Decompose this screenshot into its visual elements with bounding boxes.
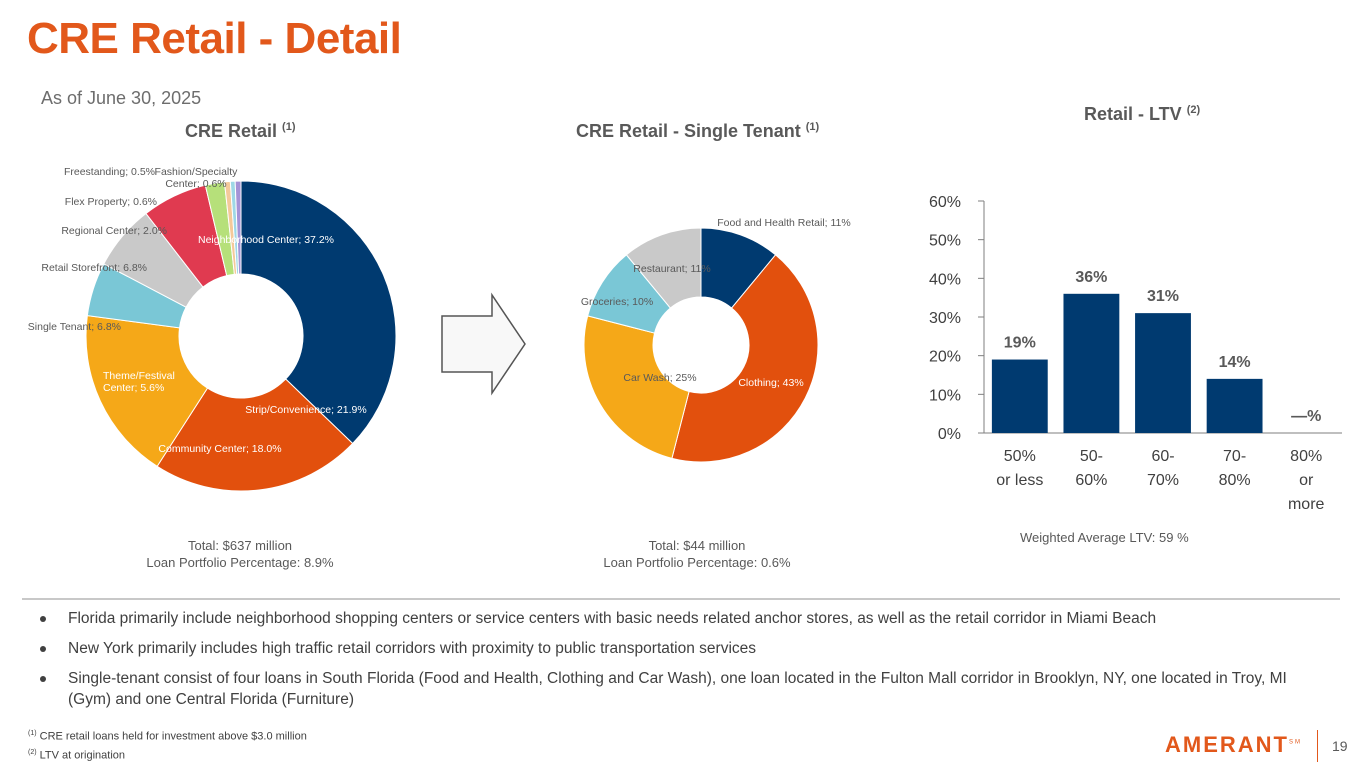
bullet-text: Single-tenant consist of four loans in S… [68,670,1287,708]
ltv-y-tick-label: 50% [929,233,961,250]
ltv-chart-title: Retail - LTV (2) [1084,104,1200,125]
ltv-x-category-label: 60-70% [1147,448,1179,489]
ltv-x-category-label: 70-80% [1219,448,1251,489]
cre-retail-totals: Total: $637 million Loan Portfolio Perce… [120,537,360,571]
ltv-x-category-label: 50-60% [1075,448,1107,489]
cre-retail-slice-label: Community Center; 18.0% [158,443,281,455]
cre-retail-slice-label: Neighborhood Center; 37.2% [198,234,334,246]
ltv-bar-data-label: 31% [1147,288,1179,305]
cre-retail-slice-label: Retail Storefront; 6.8% [41,262,147,274]
cre-retail-chart-title: CRE Retail (1) [185,121,296,142]
ltv-bar [1135,313,1191,433]
single-tenant-totals: Total: $44 million Loan Portfolio Percen… [577,537,817,571]
ltv-title-note: (2) [1186,104,1201,116]
section-divider [22,598,1340,600]
bullet-dot-icon [40,646,46,652]
single-tenant-slice-label: Car Wash; 25% [623,372,696,384]
ltv-bar-data-label: 14% [1219,354,1251,371]
single-tenant-slice [583,315,690,459]
single-tenant-donut-chart: Food and Health Retail; 11% Clothing; 43%… [581,217,851,463]
single-tenant-portfolio-pct: Loan Portfolio Percentage: 0.6% [603,555,791,570]
cre-retail-slice-label: Regional Center; 2.0% [61,225,167,237]
arrow-icon [441,292,526,396]
page-number: 19 [1332,738,1348,754]
ltv-y-tick-label: 60% [929,194,961,211]
footnote-2: (2) LTV at origination [28,745,307,764]
footnotes: (1) CRE retail loans held for investment… [28,726,307,763]
weighted-average-ltv: Weighted Average LTV: 59 % [1020,530,1189,545]
cre-retail-title-note: (1) [282,121,296,133]
ltv-title-text: Retail - LTV [1084,104,1182,124]
cre-retail-slice-label: Theme/Festival Center; 5.6% [103,370,175,394]
ltv-bar-data-label: 36% [1075,269,1107,286]
bullet-text: Florida primarily include neighborhood s… [68,610,1157,627]
bullet-item: Single-tenant consist of four loans in S… [40,668,1330,710]
cre-retail-slice-label: Fashion/Specialty Center; 0.6% [155,166,239,190]
cre-retail-slice-label: Freestanding; 0.5% [64,166,155,178]
cre-retail-donut-chart: Neighborhood Center; 37.2% Strip/Convenie… [28,166,397,492]
cre-retail-slice-label: Strip/Convenience; 21.9% [245,404,366,416]
ltv-bar [1063,293,1120,433]
ltv-y-tick-label: 10% [929,387,961,404]
cre-retail-slice [234,180,242,275]
cre-retail-slice-label: Single Tenant; 6.8% [28,321,121,333]
ltv-bar-data-label: —% [1291,408,1321,425]
footnote-1: (1) CRE retail loans held for investment… [28,726,307,745]
cre-retail-slice [85,315,209,468]
bullet-item: Florida primarily include neighborhood s… [40,608,1330,629]
cre-retail-slice [156,378,354,492]
single-tenant-title-note: (1) [805,121,820,133]
logo-mark: SM [1289,739,1302,746]
single-tenant-slice-label: Restaurant; 11% [633,263,710,275]
footnote-mark: (1) [28,730,37,737]
ltv-x-category-label: 50% or less [996,448,1043,489]
ltv-bar-chart: 0% 10% 20% 30% 40% 50% 60% 19% 50% or less 36% 50-6… [929,194,1342,513]
ltv-bar [991,359,1048,433]
ltv-y-tick-label: 30% [929,310,961,327]
footnote-text: CRE retail loans held for investment abo… [39,730,307,743]
single-tenant-chart-title: CRE Retail - Single Tenant (1) [576,121,819,142]
footnote-mark: (2) [28,748,37,756]
bullet-text: New York primarily includes high traffic… [68,640,757,657]
ltv-bar [1206,378,1263,433]
logo-separator [1317,730,1318,762]
ltv-x-category-label: 80% or more [1288,448,1325,513]
cre-retail-portfolio-pct: Loan Portfolio Percentage: 8.9% [146,555,334,570]
single-tenant-slice-label: Clothing; 43% [738,377,803,389]
cre-retail-title-text: CRE Retail [185,121,278,141]
ltv-y-tick-label: 40% [929,271,961,288]
bullet-dot-icon [40,616,46,622]
cre-retail-slice [240,180,397,445]
single-tenant-slice [671,254,819,463]
amerant-logo: AMERANTSM [1165,732,1302,758]
ltv-bar-data-label: 19% [1004,335,1036,352]
as-of-date: As of June 30, 2025 [41,88,202,108]
footnote-text: LTV at origination [39,749,126,762]
single-tenant-slice [625,227,702,309]
single-tenant-total: Total: $44 million [648,538,746,553]
cre-retail-total: Total: $637 million [187,538,293,553]
cre-retail-slice-label: Flex Property; 0.6% [65,196,157,208]
single-tenant-title-text: CRE Retail - Single Tenant [576,121,801,141]
page-title: CRE Retail - Detail [27,14,402,63]
bullet-item: New York primarily includes high traffic… [40,638,1330,659]
bullet-dot-icon [40,676,46,682]
ltv-y-tick-label: 20% [929,349,961,366]
bullet-list: Florida primarily include neighborhood s… [40,608,1330,719]
logo-text: AMERANT [1165,732,1289,757]
single-tenant-slice-label: Food and Health Retail; 11% [717,217,850,229]
ltv-y-tick-label: 0% [938,426,961,443]
single-tenant-slice-label: Groceries; 10% [581,296,653,308]
